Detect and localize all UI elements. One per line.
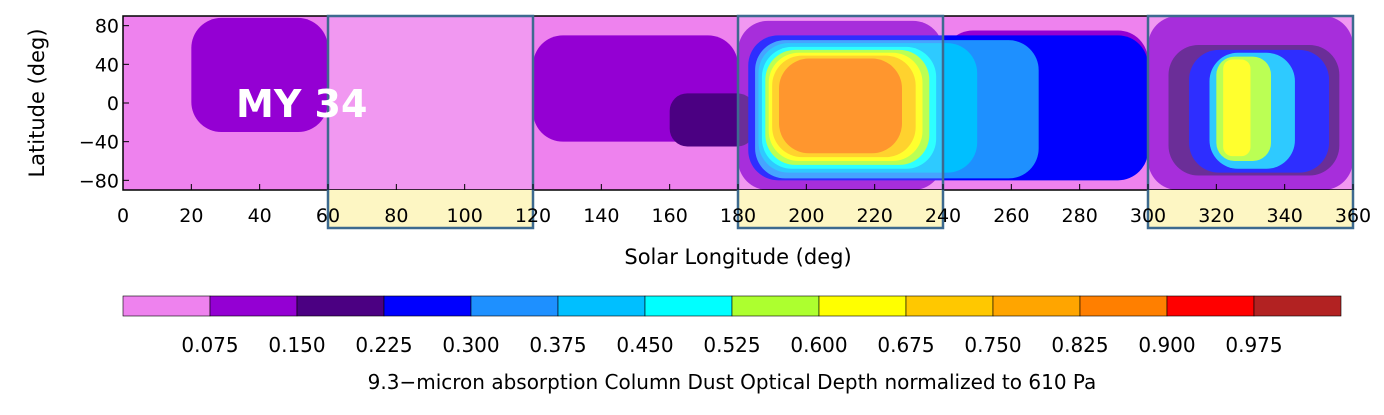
colorbar-swatch <box>1079 295 1168 317</box>
colorbar-tick-label: 0.600 <box>790 333 847 357</box>
x-tick-label: 360 <box>1335 205 1371 227</box>
colorbar-tick-label: 0.525 <box>703 333 760 357</box>
colorbar-swatch <box>122 295 211 317</box>
colorbar-swatch <box>383 295 472 317</box>
highlight-box <box>1146 14 1355 230</box>
colorbar-tick-label: 0.075 <box>181 333 238 357</box>
heatmap-region <box>779 58 902 154</box>
x-tick-label: 40 <box>248 205 272 227</box>
colorbar-tick-labels: 0.075 0.150 0.225 0.300 0.375 0.450 0.525 0.600… <box>181 333 1282 357</box>
x-tick-label: 80 <box>384 205 408 227</box>
colorbar-tick-label: 0.750 <box>964 333 1021 357</box>
plot-area <box>123 16 1353 190</box>
x-tick-label: 220 <box>857 205 893 227</box>
x-tick-label: 300 <box>1130 205 1166 227</box>
colorbar-swatch <box>818 295 907 317</box>
colorbar-tick-label: 0.975 <box>1225 333 1282 357</box>
x-tick-label: 240 <box>925 205 961 227</box>
colorbar-tick-label: 0.900 <box>1138 333 1195 357</box>
colorbar-tick-label: 0.225 <box>355 333 412 357</box>
colorbar-swatch <box>644 295 733 317</box>
highlight-tick-band <box>328 190 533 228</box>
x-axis-label: Solar Longitude (deg) <box>624 245 851 269</box>
colorbar <box>122 295 1342 317</box>
highlight-fill <box>738 16 943 190</box>
x-tick-label: 160 <box>652 205 688 227</box>
x-tick-label: 120 <box>515 205 551 227</box>
colorbar-tick-label: 0.675 <box>877 333 934 357</box>
y-axis-label: Latitude (deg) <box>25 28 49 177</box>
heatmap-region <box>191 17 328 132</box>
colorbar-swatch <box>470 295 559 317</box>
heatmap-region <box>669 93 756 147</box>
heatmap-region <box>1223 59 1251 157</box>
colorbar-swatch <box>296 295 385 317</box>
colorbar-tick-label: 0.450 <box>616 333 673 357</box>
x-tick-label: 0 <box>117 205 129 227</box>
highlight-boxes <box>326 14 1355 230</box>
x-tick-label: 100 <box>447 205 483 227</box>
x-tick-label: 20 <box>179 205 203 227</box>
x-tick-label: 180 <box>720 205 756 227</box>
x-tick-label: 320 <box>1198 205 1234 227</box>
colorbar-label: 9.3−micron absorption Column Dust Optica… <box>368 370 1097 394</box>
y-tick-label: −40 <box>79 132 119 154</box>
colorbar-swatch <box>1166 295 1255 317</box>
highlight-tick-band <box>1148 190 1353 228</box>
colorbar-swatch <box>557 295 646 317</box>
colorbar-tick-label: 0.375 <box>529 333 586 357</box>
highlight-fill <box>1148 16 1353 190</box>
y-tick-label: 0 <box>107 93 119 115</box>
y-tick-label: −80 <box>79 170 119 192</box>
colorbar-tick-label: 0.150 <box>268 333 325 357</box>
x-axis-ticks: 0 20 40 60 80 100 120 140 160 180 200 220 240 260 280 3… <box>117 184 1371 227</box>
y-tick-label: 40 <box>95 54 119 76</box>
highlight-fills <box>328 16 1353 190</box>
highlight-tick-band <box>738 190 943 228</box>
colorbar-tick-label: 0.825 <box>1051 333 1108 357</box>
highlight-fill <box>328 16 533 190</box>
colorbar-swatch <box>992 295 1081 317</box>
colorbar-swatch <box>1253 295 1342 317</box>
x-tick-label: 60 <box>316 205 340 227</box>
x-tick-label: 140 <box>583 205 619 227</box>
x-tick-label: 280 <box>1062 205 1098 227</box>
x-tick-label: 200 <box>788 205 824 227</box>
y-axis-ticks: 80 40 0 −40 −80 <box>79 16 129 192</box>
colorbar-tick-label: 0.300 <box>442 333 499 357</box>
x-tick-label: 340 <box>1267 205 1303 227</box>
colorbar-swatch <box>905 295 994 317</box>
colorbar-swatch <box>209 295 298 317</box>
my-annotation: MY 34 <box>236 82 367 126</box>
y-tick-label: 80 <box>95 16 119 38</box>
x-tick-label: 260 <box>993 205 1029 227</box>
highlight-box <box>736 14 945 230</box>
highlight-box <box>326 14 535 230</box>
colorbar-swatch <box>731 295 820 317</box>
